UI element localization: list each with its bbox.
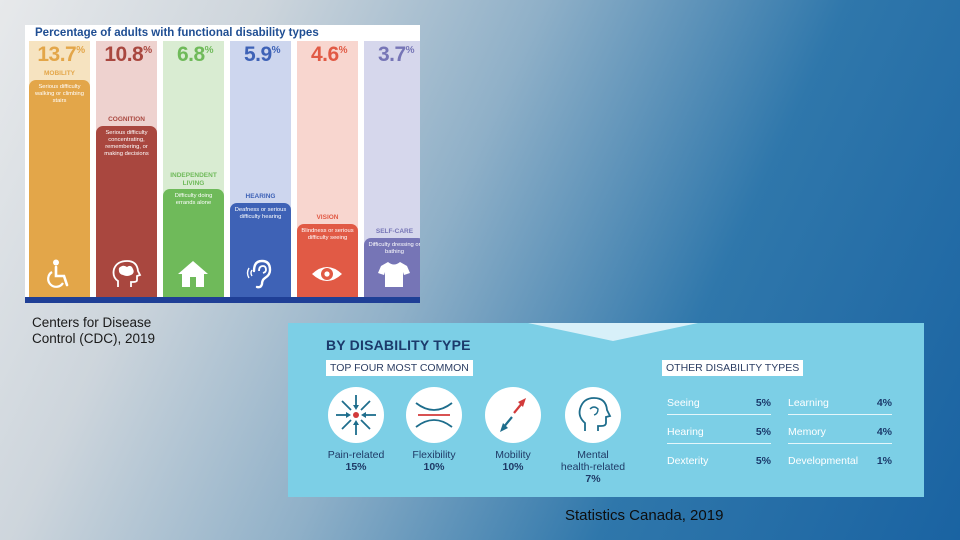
chart-title: Percentage of adults with functional dis…: [35, 27, 319, 39]
row-divider: [667, 414, 771, 415]
cdc-disability-chart: Percentage of adults with functional dis…: [25, 25, 420, 303]
bar: [29, 80, 90, 297]
cdc-source-line-2: Control (CDC), 2019: [32, 331, 156, 346]
row-divider: [667, 443, 771, 444]
chart-column-hearing: 5.9% HEARING Deafness or serious difficult…: [230, 41, 291, 297]
wheelchair-icon: [42, 259, 76, 289]
top-four-item-value: 10%: [502, 461, 524, 473]
chart-column-self-care: 3.7% SELF-CARE Difficulty dressing or bath…: [364, 41, 420, 297]
value-unit: %: [405, 45, 415, 56]
category-description: Serious difficulty walking or climbing s…: [35, 84, 84, 104]
top-four-item-3: Mobility 10%: [468, 449, 558, 473]
top-four-item-label: Mental health-related: [560, 449, 626, 473]
value-number: 6.8: [176, 43, 205, 66]
chart-bottom-bar: [25, 297, 420, 303]
value-number: 10.8: [104, 43, 144, 66]
statcan-source-caption: Statistics Canada, 2019: [565, 507, 724, 524]
statcan-title: BY DISABILITY TYPE: [326, 337, 471, 353]
other-type-label: Seeing: [667, 397, 700, 409]
top-four-item-4: Mental health-related 7%: [548, 449, 638, 485]
other-types-heading: OTHER DISABILITY TYPES: [662, 360, 804, 376]
category-label: HEARING: [245, 193, 276, 200]
category-description: Serious difficulty concentrating, rememb…: [104, 130, 149, 157]
other-type-label: Dexterity: [667, 455, 709, 467]
chart-column-independent-living: 6.8% INDEPENDENT LIVING Difficulty doing e…: [163, 41, 224, 297]
other-type-row: Developmental 1%: [788, 449, 892, 473]
value-unit: %: [204, 45, 214, 56]
shirt-icon: [377, 259, 411, 289]
top-four-item-1: Pain-related 15%: [311, 449, 401, 473]
category-label: COGNITION: [108, 116, 145, 123]
other-type-value: 5%: [755, 426, 771, 438]
chart-column-mobility: 13.7% MOBILITY Serious difficulty walking …: [29, 41, 90, 297]
bar: [297, 224, 358, 297]
other-type-label: Learning: [788, 397, 829, 409]
value-number: 5.9: [243, 43, 272, 66]
chart-column-vision: 4.6% VISION Blindness or serious difficult…: [297, 41, 358, 297]
row-divider: [788, 443, 892, 444]
other-type-value: 4%: [876, 426, 892, 438]
chart-column-cognition: 10.8% COGNITION Serious difficulty concent…: [96, 41, 157, 297]
brain-icon: [109, 259, 143, 289]
top-four-item-value: 15%: [345, 461, 367, 473]
value-number: 13.7: [37, 43, 77, 66]
house-icon: [176, 259, 210, 289]
top-four-item-label: Mobility: [495, 449, 531, 461]
other-type-value: 4%: [876, 397, 892, 409]
value-number: 4.6: [310, 43, 339, 66]
bar: [230, 203, 291, 297]
flexibility-icon: [406, 387, 462, 443]
value-label: 4.6%: [297, 43, 361, 67]
top-four-item-value: 10%: [423, 461, 445, 473]
other-type-label: Developmental: [788, 455, 859, 467]
category-description: Difficulty doing errands alone: [174, 193, 213, 206]
mobility-icon: [485, 387, 541, 443]
other-type-row: Memory 4%: [788, 420, 892, 444]
category-label: MOBILITY: [43, 70, 76, 77]
panel-notch: [528, 323, 698, 341]
pain-icon: [328, 387, 384, 443]
head-icon: [565, 387, 621, 443]
ear-icon: [243, 259, 277, 289]
other-type-value: 5%: [755, 455, 771, 467]
category-description: Difficulty dressing or bathing: [368, 242, 420, 255]
other-type-row: Dexterity 5%: [667, 449, 771, 473]
other-type-row: Learning 4%: [788, 391, 892, 415]
value-unit: %: [76, 45, 85, 56]
value-label: 13.7%: [29, 43, 93, 67]
value-label: 5.9%: [230, 43, 294, 67]
top-four-heading: TOP FOUR MOST COMMON: [326, 360, 473, 376]
value-label: 10.8%: [96, 43, 160, 67]
cdc-source-caption: Centers for Disease Control (CDC), 2019: [32, 315, 155, 347]
value-label: 3.7%: [364, 43, 420, 67]
category-description: Blindness or serious difficulty seeing: [301, 228, 354, 241]
row-divider: [788, 414, 892, 415]
other-type-label: Hearing: [667, 426, 704, 438]
value-number: 3.7: [377, 43, 406, 66]
other-type-row: Seeing 5%: [667, 391, 771, 415]
other-type-value: 1%: [876, 455, 892, 467]
top-four-item-label: Flexibility: [412, 449, 456, 461]
other-type-label: Memory: [788, 426, 826, 438]
other-type-value: 5%: [755, 397, 771, 409]
other-type-row: Hearing 5%: [667, 420, 771, 444]
value-unit: %: [338, 45, 348, 56]
value-label: 6.8%: [163, 43, 227, 67]
top-four-item-2: Flexibility 10%: [389, 449, 479, 473]
cdc-source-line-1: Centers for Disease: [32, 315, 152, 330]
statcan-infographic: BY DISABILITY TYPE TOP FOUR MOST COMMON …: [288, 323, 924, 497]
category-label: SELF-CARE: [375, 228, 414, 235]
category-label: INDEPENDENT LIVING: [170, 172, 217, 187]
category-label: VISION: [316, 214, 339, 221]
top-four-item-value: 7%: [585, 473, 601, 485]
top-four-item-label: Pain-related: [327, 449, 385, 461]
value-unit: %: [143, 45, 152, 56]
category-description: Deafness or serious difficulty hearing: [234, 207, 287, 220]
eye-icon: [310, 259, 344, 289]
value-unit: %: [271, 45, 281, 56]
